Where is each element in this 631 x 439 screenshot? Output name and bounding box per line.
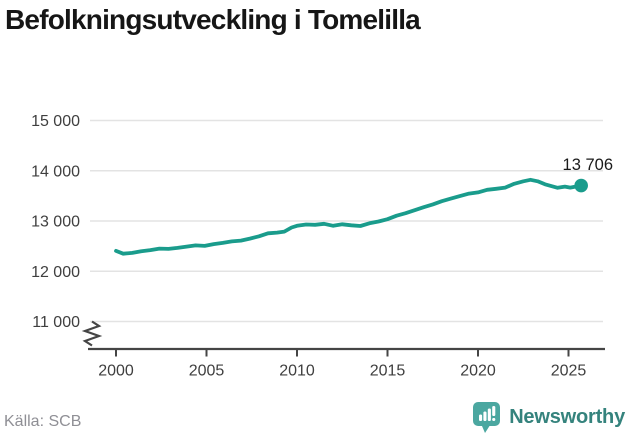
logo-exclamation-dot <box>492 418 496 421</box>
y-tick-label-15000: 15 000 <box>31 113 80 130</box>
source-caption: Källa: SCB <box>4 413 82 430</box>
chart-title: Befolkningsutveckling i Tomelilla <box>5 4 421 35</box>
y-tick-label-14000: 14 000 <box>31 163 80 180</box>
logo-bar-tall <box>487 408 492 421</box>
y-tick-label-13000: 13 000 <box>31 214 80 231</box>
x-tick-label-2005: 2005 <box>189 363 225 380</box>
y-tick-label-11000: 11 000 <box>32 314 80 331</box>
x-tick-label-2015: 2015 <box>370 363 406 380</box>
logo-exclamation-bar <box>492 406 496 416</box>
population-line-chart: 11 000 12 000 13 000 14 000 15 000 2000 2005 20… <box>31 113 613 380</box>
x-tick-label-2000: 2000 <box>98 363 134 380</box>
x-tick-label-2020: 2020 <box>460 363 496 380</box>
population-series-line <box>114 177 584 256</box>
latest-value-label: 13 706 <box>563 156 613 174</box>
x-tick-label-2010: 2010 <box>279 363 315 380</box>
y-axis-break-icon <box>81 320 103 347</box>
latest-point-marker <box>574 178 588 193</box>
y-tick-label-12000: 12 000 <box>31 264 80 281</box>
x-tick-label-2025: 2025 <box>551 363 587 380</box>
newsworthy-logo-text: Newsworthy <box>509 406 625 428</box>
newsworthy-logo: Newsworthy <box>472 401 625 434</box>
logo-bar-medium <box>483 411 487 421</box>
bar-chart-speech-bubble-icon <box>473 402 501 433</box>
logo-bar-short <box>479 414 483 421</box>
